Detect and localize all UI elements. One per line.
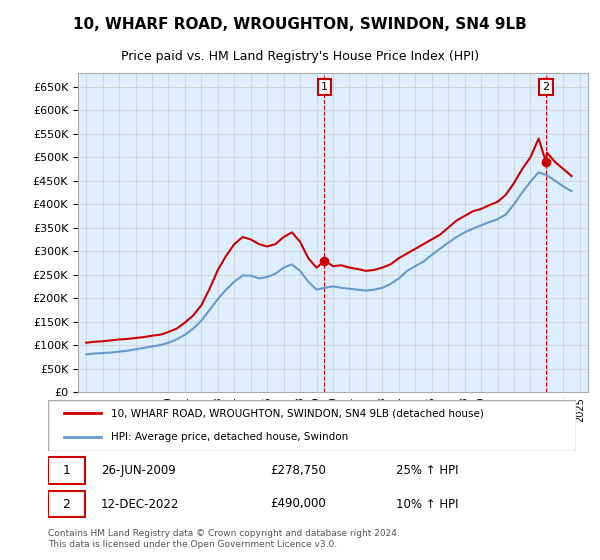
Text: Price paid vs. HM Land Registry's House Price Index (HPI): Price paid vs. HM Land Registry's House … [121,50,479,63]
Text: 10, WHARF ROAD, WROUGHTON, SWINDON, SN4 9LB: 10, WHARF ROAD, WROUGHTON, SWINDON, SN4 … [73,17,527,32]
Text: HPI: Average price, detached house, Swindon: HPI: Average price, detached house, Swin… [112,432,349,442]
FancyBboxPatch shape [48,400,576,451]
FancyBboxPatch shape [48,491,85,517]
Text: 10, WHARF ROAD, WROUGHTON, SWINDON, SN4 9LB (detached house): 10, WHARF ROAD, WROUGHTON, SWINDON, SN4 … [112,408,484,418]
Text: 26-JUN-2009: 26-JUN-2009 [101,464,176,477]
Text: 10% ↑ HPI: 10% ↑ HPI [397,497,459,511]
Text: £490,000: £490,000 [270,497,326,511]
Text: 1: 1 [62,464,70,477]
Text: 1: 1 [321,82,328,92]
Text: £278,750: £278,750 [270,464,326,477]
Text: 2: 2 [542,82,550,92]
FancyBboxPatch shape [48,457,85,484]
Text: 25% ↑ HPI: 25% ↑ HPI [397,464,459,477]
Text: Contains HM Land Registry data © Crown copyright and database right 2024.
This d: Contains HM Land Registry data © Crown c… [48,529,400,549]
Text: 12-DEC-2022: 12-DEC-2022 [101,497,179,511]
Text: 2: 2 [62,497,70,511]
